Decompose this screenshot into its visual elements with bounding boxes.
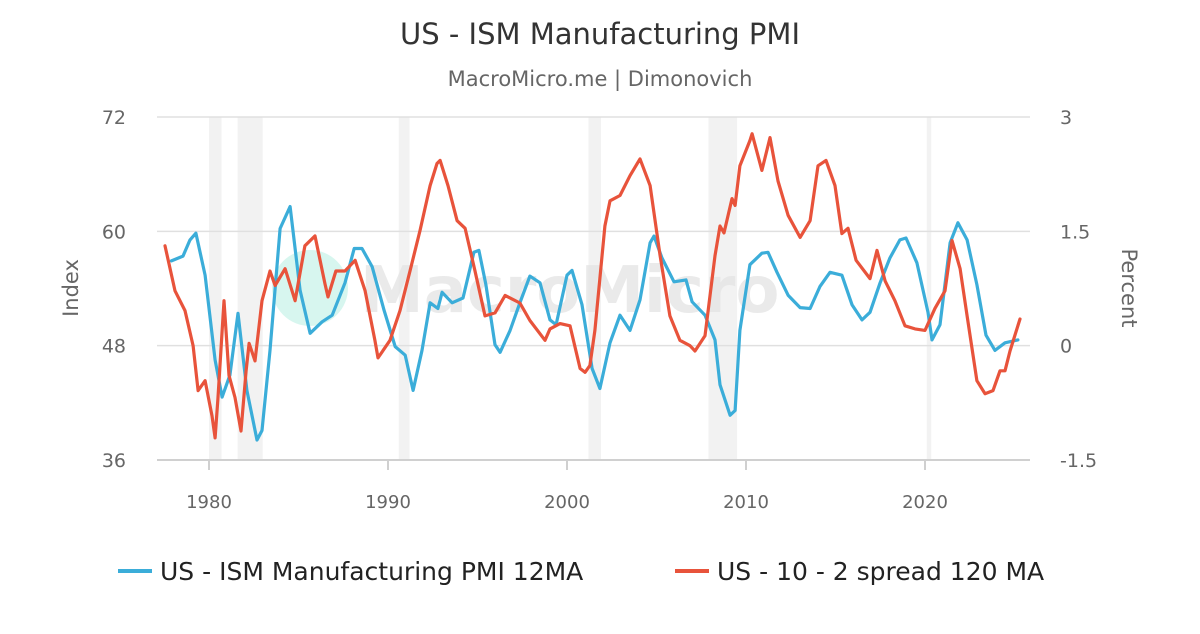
watermark-text: MacroMicro bbox=[360, 254, 779, 328]
y-tick-label-left: 72 bbox=[102, 107, 126, 129]
recession-band bbox=[926, 117, 932, 460]
x-tick-label: 2000 bbox=[544, 492, 590, 513]
x-tick-label: 2020 bbox=[902, 492, 948, 513]
y-tick-label-right: 3 bbox=[1060, 107, 1072, 129]
series-line-1 bbox=[169, 205, 1020, 442]
y-tick-label-left: 48 bbox=[102, 336, 126, 358]
axes: 1980 1990 2000 2010 2020 36 48 60 72 -1.5 0 1.5 3 bbox=[102, 107, 1097, 513]
y-axis-label-right: Percent bbox=[1117, 248, 1141, 327]
watermark-logo-icon bbox=[272, 250, 348, 326]
y-tick-label-left: 60 bbox=[102, 221, 126, 243]
legend-label: US - 10 - 2 spread 120 MA bbox=[717, 557, 1044, 586]
series-line-2 bbox=[163, 132, 1022, 440]
chart-subtitle: MacroMicro.me | Dimonovich bbox=[448, 67, 753, 92]
chart-title: US - ISM Manufacturing PMI bbox=[400, 17, 800, 51]
x-tick-label: 1990 bbox=[365, 492, 411, 513]
y-tick-label-right: 1.5 bbox=[1060, 221, 1090, 243]
legend: US - ISM Manufacturing PMI 12MA US - 10 -… bbox=[118, 557, 1044, 586]
recession-band bbox=[588, 117, 602, 460]
legend-label: US - ISM Manufacturing PMI 12MA bbox=[160, 557, 583, 586]
x-tick-label: 1980 bbox=[186, 492, 232, 513]
series-lines bbox=[163, 132, 1022, 442]
recession-band bbox=[708, 117, 738, 460]
y-tick-label-left: 36 bbox=[102, 450, 126, 472]
y-axis-label-left: Index bbox=[59, 259, 83, 317]
x-tick-label: 2010 bbox=[723, 492, 769, 513]
y-tick-label-right: -1.5 bbox=[1060, 450, 1097, 472]
y-tick-label-right: 0 bbox=[1060, 336, 1072, 358]
